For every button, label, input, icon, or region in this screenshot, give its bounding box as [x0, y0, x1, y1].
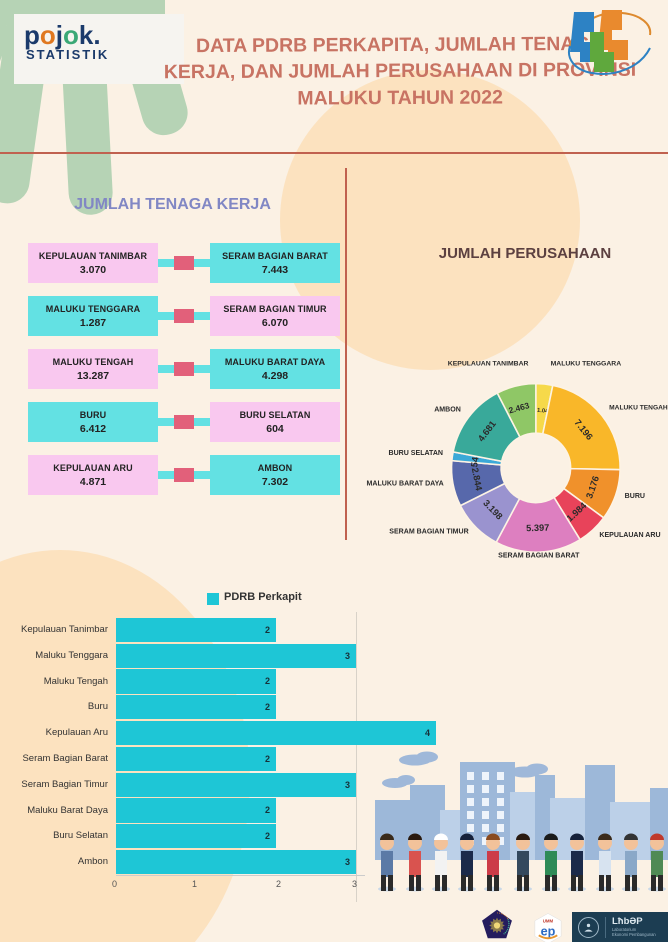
svg-text:5.397: 5.397	[526, 523, 549, 534]
svg-text:UMM: UMM	[543, 919, 554, 924]
svg-text:AMBON: AMBON	[434, 407, 461, 414]
svg-text:SERAM BAGIAN TIMUR: SERAM BAGIAN TIMUR	[389, 528, 468, 535]
svg-text:MALUKU TENGAH: MALUKU TENGAH	[609, 404, 668, 411]
svg-text:SERAM BAGIAN BARAT: SERAM BAGIAN BARAT	[498, 552, 580, 559]
svg-text:KEPULAUAN ARU: KEPULAUAN ARU	[599, 532, 660, 539]
svg-text:MALUKU TENGGARA: MALUKU TENGGARA	[551, 361, 622, 368]
svg-text:BURU SELATAN: BURU SELATAN	[388, 450, 443, 457]
svg-text:BURU: BURU	[625, 493, 645, 500]
svg-text:MALUKU BARAT DAYA: MALUKU BARAT DAYA	[366, 480, 443, 487]
svg-text:KEPULAUAN TANIMBAR: KEPULAUAN TANIMBAR	[448, 361, 529, 368]
